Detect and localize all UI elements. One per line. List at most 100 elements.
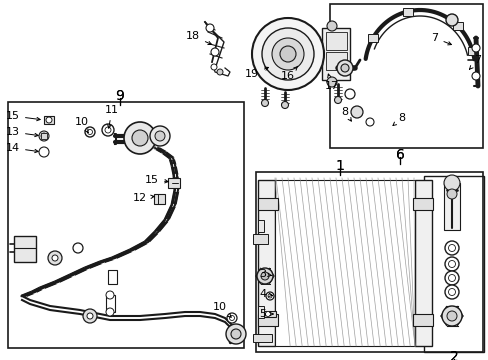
Text: 19: 19 <box>244 67 268 79</box>
Bar <box>41 133 47 139</box>
Circle shape <box>280 46 295 62</box>
Text: 6: 6 <box>395 148 404 162</box>
Bar <box>402 8 412 15</box>
Bar <box>321 28 349 80</box>
Circle shape <box>265 292 273 300</box>
Circle shape <box>265 311 270 316</box>
Bar <box>106 295 115 312</box>
Text: 18: 18 <box>185 31 211 45</box>
Text: 10: 10 <box>213 302 231 317</box>
Text: 1: 1 <box>335 159 344 173</box>
Circle shape <box>471 44 479 52</box>
Text: 7: 7 <box>430 33 450 45</box>
Bar <box>258 220 264 232</box>
Bar <box>412 314 432 326</box>
Circle shape <box>39 131 49 141</box>
Text: 4: 4 <box>259 289 272 299</box>
Circle shape <box>365 118 373 126</box>
Bar <box>8 102 244 348</box>
Bar <box>367 34 377 42</box>
Text: 8: 8 <box>341 107 351 121</box>
Circle shape <box>446 189 456 199</box>
Bar <box>258 306 264 318</box>
Text: 14: 14 <box>6 143 38 153</box>
Circle shape <box>350 106 362 118</box>
Circle shape <box>105 127 111 133</box>
Circle shape <box>83 309 97 323</box>
Bar <box>44 116 54 124</box>
Text: 9: 9 <box>115 89 124 103</box>
Circle shape <box>471 72 479 80</box>
Circle shape <box>210 64 217 70</box>
Circle shape <box>261 99 268 107</box>
Bar <box>325 32 346 50</box>
Bar <box>443 183 459 230</box>
Circle shape <box>205 24 214 32</box>
Circle shape <box>48 251 62 265</box>
Circle shape <box>73 243 83 253</box>
Bar <box>423 176 483 352</box>
Circle shape <box>225 324 245 344</box>
Bar <box>252 234 267 244</box>
Circle shape <box>87 130 92 135</box>
Circle shape <box>444 241 458 255</box>
Circle shape <box>46 117 52 123</box>
Text: 1: 1 <box>335 159 344 173</box>
Circle shape <box>326 21 336 31</box>
Bar <box>168 178 180 188</box>
Bar <box>258 180 274 346</box>
Circle shape <box>87 313 93 319</box>
Circle shape <box>262 28 313 80</box>
Circle shape <box>444 257 458 271</box>
Bar <box>412 198 432 210</box>
Circle shape <box>210 48 219 56</box>
Bar <box>258 314 278 326</box>
Bar <box>258 198 278 210</box>
Text: 15: 15 <box>145 175 168 185</box>
Circle shape <box>261 272 268 280</box>
Circle shape <box>281 102 288 108</box>
Text: 3: 3 <box>259 269 271 279</box>
Circle shape <box>251 18 324 90</box>
Text: 11: 11 <box>105 105 119 128</box>
Circle shape <box>257 268 272 284</box>
Text: 9: 9 <box>115 89 124 103</box>
Circle shape <box>132 130 148 146</box>
Circle shape <box>340 64 348 72</box>
Circle shape <box>150 126 170 146</box>
Text: 2: 2 <box>448 350 457 360</box>
Text: 5: 5 <box>259 309 273 319</box>
Bar <box>256 172 482 352</box>
Text: 8: 8 <box>392 113 405 126</box>
Circle shape <box>41 133 47 139</box>
Circle shape <box>447 274 454 282</box>
Circle shape <box>444 285 458 299</box>
Bar <box>329 4 482 148</box>
Text: 17: 17 <box>324 74 338 91</box>
Text: 6: 6 <box>395 148 404 162</box>
Text: 12: 12 <box>133 193 154 203</box>
Circle shape <box>106 291 114 299</box>
Text: 13: 13 <box>6 127 38 137</box>
Circle shape <box>102 124 114 136</box>
Circle shape <box>226 313 237 323</box>
Text: 2: 2 <box>448 350 457 360</box>
Bar <box>325 52 346 70</box>
Bar <box>154 194 164 204</box>
Circle shape <box>217 69 223 75</box>
Bar <box>274 180 414 346</box>
Circle shape <box>155 131 164 141</box>
Circle shape <box>447 244 454 252</box>
Circle shape <box>447 261 454 267</box>
Circle shape <box>444 271 458 285</box>
Circle shape <box>229 315 234 320</box>
Circle shape <box>267 294 271 298</box>
Text: 10: 10 <box>75 117 89 133</box>
Circle shape <box>441 306 461 326</box>
Circle shape <box>124 122 156 154</box>
Bar <box>414 180 431 346</box>
Circle shape <box>271 38 304 70</box>
Circle shape <box>446 311 456 321</box>
Text: 7: 7 <box>468 55 481 69</box>
Bar <box>108 270 117 284</box>
